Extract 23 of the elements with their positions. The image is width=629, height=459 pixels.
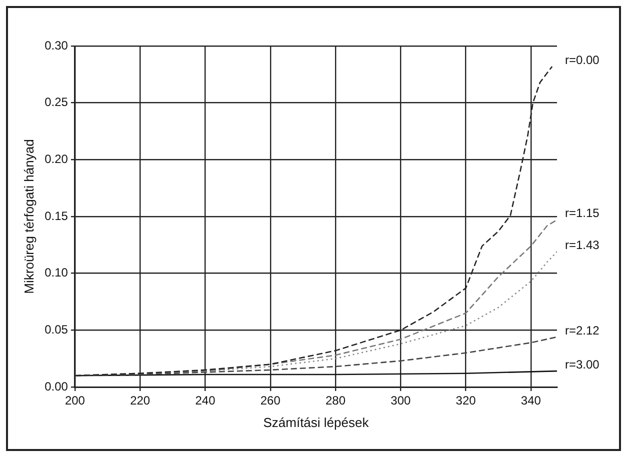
y-tick-label: 0.00 — [44, 379, 68, 394]
x-tick-label: 260 — [260, 394, 281, 408]
y-tick-label: 0.30 — [44, 38, 68, 52]
x-axis-title: Számítási lépések — [263, 414, 370, 430]
x-tick-label: 340 — [520, 394, 542, 408]
x-tick-label: 240 — [195, 394, 216, 408]
series-label: r=1.43 — [565, 238, 600, 252]
series-label: r=3.00 — [565, 357, 600, 372]
line-series — [74, 336, 557, 376]
y-tick-label: 0.25 — [44, 95, 68, 110]
y-tick-label: 0.20 — [44, 152, 68, 166]
x-tick-label: 300 — [390, 394, 411, 408]
series-label: r=1.15 — [565, 206, 600, 220]
series-label: r=0.00 — [565, 52, 600, 67]
y-axis-title: Mikroüreg térfogati hányad — [21, 139, 36, 294]
y-tick-label: 0.05 — [44, 322, 68, 336]
series-label: r=2.12 — [565, 323, 600, 338]
x-tick-label: 280 — [326, 394, 346, 408]
y-tick-label: 0.10 — [44, 266, 68, 280]
y-tick-label: 0.15 — [44, 208, 68, 223]
x-tick-label: 320 — [456, 394, 476, 408]
x-tick-label: 220 — [130, 394, 150, 408]
x-tick-label: 200 — [64, 394, 86, 408]
